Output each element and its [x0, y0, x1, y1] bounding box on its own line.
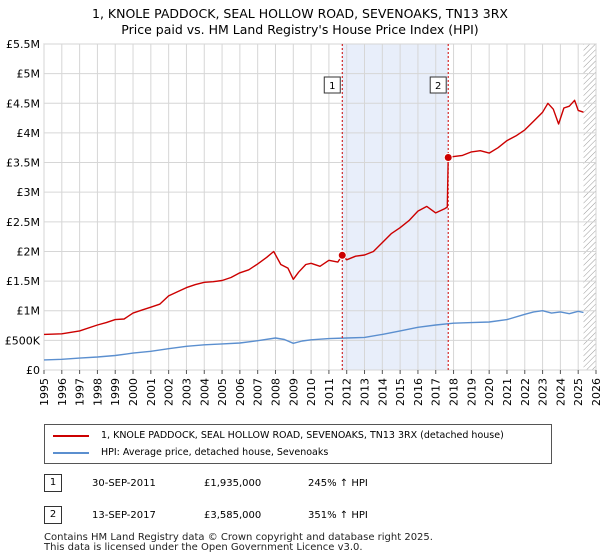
price-chart: £0 £500K £1M £1.5M £2M £2.5M £3M £3.5M £4M £4.5M £…: [5, 38, 600, 406]
x-tick-label: 2016: [412, 378, 425, 406]
x-tick-label: 2001: [145, 378, 158, 406]
x-tick-label: 2011: [323, 378, 336, 406]
y-tick-label: £1.5M: [6, 275, 40, 288]
x-tick-label: 1996: [56, 378, 69, 406]
y-tick-label: £5.5M: [6, 38, 40, 51]
transaction-hpi: 351% ↑ HPI: [308, 510, 368, 521]
marker-label-box: [323, 76, 341, 94]
x-tick-label: 1998: [91, 378, 104, 406]
x-tick-label: 2021: [501, 378, 514, 406]
x-tick-label: 2007: [252, 378, 265, 406]
x-tick-label: 1995: [38, 378, 51, 406]
legend-label-property: 1, KNOLE PADDOCK, SEAL HOLLOW ROAD, SEVE…: [101, 430, 504, 441]
x-tick-label: 2013: [359, 378, 372, 406]
y-tick-label: £0: [26, 364, 40, 377]
x-tick-label: 1999: [109, 378, 122, 406]
marker-label: 1: [329, 81, 335, 92]
future-hatch: [583, 44, 596, 370]
y-tick-label: £4.5M: [6, 97, 40, 110]
x-tick-label: 2026: [590, 378, 600, 406]
x-tick-label: 2015: [394, 378, 407, 406]
marker-label-box: [429, 76, 447, 94]
plot-area: [43, 43, 597, 371]
legend-label-hpi: HPI: Average price, detached house, Seve…: [101, 447, 329, 458]
y-tick-label: £5M: [17, 68, 41, 81]
x-tick-label: 2017: [430, 378, 443, 406]
marker-label: 2: [435, 81, 441, 92]
x-tick-label: 1997: [74, 378, 87, 406]
legend: 1, KNOLE PADDOCK, SEAL HOLLOW ROAD, SEVE…: [44, 424, 552, 464]
legend-line-blue: [53, 452, 89, 454]
chart-title-line1: 1, KNOLE PADDOCK, SEAL HOLLOW ROAD, SEVE…: [92, 6, 508, 21]
x-tick-label: 2012: [341, 378, 354, 406]
x-tick-label: 2006: [234, 378, 247, 406]
x-tick-label: 2002: [163, 378, 176, 406]
x-tick-label: 2018: [448, 378, 461, 406]
transaction-badge: 2: [44, 506, 62, 524]
y-tick-label: £2M: [17, 245, 41, 258]
transaction-price: £3,585,000: [204, 510, 262, 521]
transaction-price: £1,935,000: [204, 478, 262, 489]
x-tick-label: 2025: [572, 378, 585, 406]
marker-dot: [337, 250, 347, 260]
x-tick-label: 2008: [269, 378, 282, 406]
y-tick-label: £1M: [17, 305, 41, 318]
y-tick-label: £3M: [17, 186, 41, 199]
highlight-region: [342, 44, 449, 370]
y-tick-label: £4M: [17, 127, 41, 140]
x-tick-label: 2004: [198, 378, 211, 406]
x-tick-label: 2009: [287, 378, 300, 406]
marker-dot: [443, 153, 453, 163]
chart-title-line2: Price paid vs. HM Land Registry's House …: [121, 22, 479, 37]
transaction-date: 13-SEP-2017: [92, 510, 156, 521]
footer-licence: This data is licensed under the Open Gov…: [44, 542, 363, 553]
x-tick-label: 2005: [216, 378, 229, 406]
transaction-row: 2 13-SEP-2017 £3,585,000 351% ↑ HPI: [44, 506, 552, 524]
x-tick-label: 2019: [465, 378, 478, 406]
y-tick-label: £3.5M: [6, 157, 40, 170]
x-tick-label: 2010: [305, 378, 318, 406]
x-tick-label: 2014: [376, 378, 389, 406]
y-tick-label: £2.5M: [6, 216, 40, 229]
x-tick-label: 2022: [519, 378, 532, 406]
footer-copyright: Contains HM Land Registry data © Crown c…: [44, 532, 433, 543]
x-tick-label: 2000: [127, 378, 140, 406]
y-tick-label: £500K: [5, 334, 41, 347]
transaction-date: 30-SEP-2011: [92, 478, 156, 489]
x-tick-label: 2003: [180, 378, 193, 406]
transaction-row: 1 30-SEP-2011 £1,935,000 245% ↑ HPI: [44, 474, 552, 492]
x-tick-label: 2020: [483, 378, 496, 406]
x-tick-label: 2024: [554, 378, 567, 406]
legend-line-red: [53, 435, 89, 437]
transaction-badge: 1: [44, 474, 62, 492]
x-tick-label: 2023: [537, 378, 550, 406]
transaction-hpi: 245% ↑ HPI: [308, 478, 368, 489]
series-line-hpi: [43, 310, 584, 361]
